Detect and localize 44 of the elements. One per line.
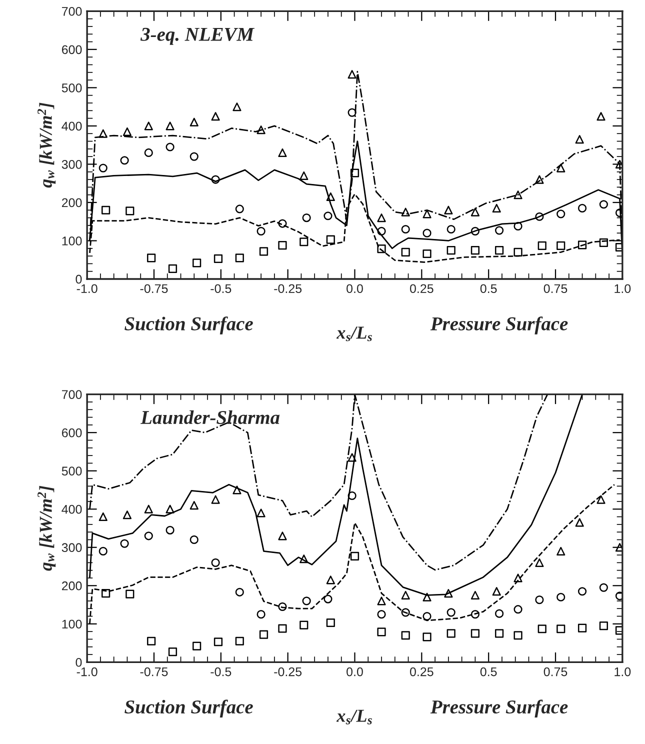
text: Suction Surface bbox=[124, 316, 253, 334]
y-tick-label: 0 bbox=[76, 274, 82, 284]
x-tick-label: -1.0 bbox=[76, 284, 98, 294]
x-tick-label: 1.0 bbox=[614, 667, 631, 676]
x-tick-label: 0.75 bbox=[544, 284, 568, 294]
x-tick-label: -0.75 bbox=[140, 284, 168, 294]
y-axis-title: q$_{w}$ [kW/m$^{2}$] bbox=[38, 486, 56, 571]
text: Pressure Surface bbox=[430, 700, 568, 718]
y-tick-label: 400 bbox=[62, 504, 82, 514]
x-tick-label: 0.5 bbox=[480, 667, 497, 676]
y-tick-label: 500 bbox=[62, 83, 82, 92]
y-tick-label: 300 bbox=[62, 160, 82, 169]
y-axis-title: q$_{w}$ [kW/m$^{2}$] bbox=[38, 102, 56, 188]
x-tick-label: 0.75 bbox=[544, 667, 568, 676]
y-tick-label: 700 bbox=[62, 390, 82, 399]
y-tick-label: 0 bbox=[76, 658, 82, 667]
x-tick-label: -0.5 bbox=[210, 667, 232, 676]
x-tick-label: -0.75 bbox=[140, 667, 168, 676]
x-tick-label: 0.25 bbox=[410, 667, 434, 676]
x-tick-label: 0.25 bbox=[410, 284, 434, 294]
x-tick-label: -0.25 bbox=[274, 284, 302, 294]
text: Launder-Sharma bbox=[140, 410, 280, 424]
y-tick-label: 100 bbox=[62, 236, 82, 246]
x-tick-label: 1.0 bbox=[614, 284, 631, 294]
text: Pressure Surface bbox=[430, 316, 568, 334]
x-tick-label: -0.25 bbox=[274, 667, 302, 676]
y-tick-label: 700 bbox=[62, 6, 82, 16]
x-tick-label: 0.5 bbox=[480, 284, 497, 294]
y-tick-label: 600 bbox=[62, 428, 82, 438]
y-tick-label: 100 bbox=[62, 620, 82, 629]
y-tick-label: 400 bbox=[62, 122, 82, 131]
text: Suction Surface bbox=[124, 700, 253, 718]
x-axis-title: x$_{s}$/L$_{s}$ bbox=[336, 326, 372, 342]
x-tick-label: -0.5 bbox=[210, 284, 232, 294]
y-tick-label: 300 bbox=[62, 543, 82, 552]
x-axis-title: x$_{s}$/L$_{s}$ bbox=[336, 710, 372, 724]
y-tick-label: 200 bbox=[62, 581, 82, 590]
text: 3-eq. NLEVM bbox=[140, 28, 255, 45]
y-tick-label: 500 bbox=[62, 466, 82, 476]
x-tick-label: 0.0 bbox=[346, 667, 363, 676]
x-tick-label: -1.0 bbox=[76, 667, 98, 676]
y-tick-label: 600 bbox=[62, 45, 82, 54]
y-tick-label: 200 bbox=[62, 198, 82, 208]
x-tick-label: 0.0 bbox=[346, 284, 363, 294]
